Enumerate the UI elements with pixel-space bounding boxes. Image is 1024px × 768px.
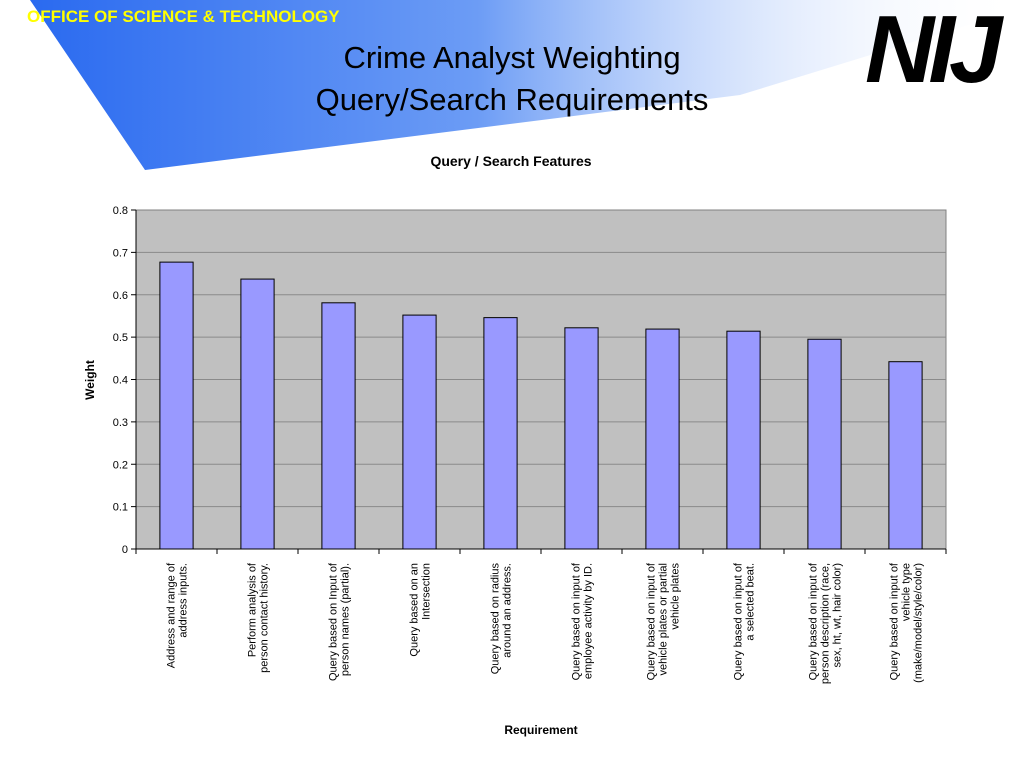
x-category-label-line: person names (partial).: [340, 563, 352, 676]
bar: [321, 302, 356, 550]
x-category-label-line: Query based on input of: [889, 562, 901, 680]
x-category-label-line: around an address.: [502, 563, 514, 658]
y-tick-label: 0.7: [113, 247, 128, 259]
x-category-label-line: Address and range of: [166, 562, 178, 668]
x-category-label-line: Query based on Input of: [328, 562, 340, 681]
x-category-label-line: Query based on radius: [490, 563, 502, 675]
nij-logo: NIJ: [865, 0, 1002, 103]
x-category-label-line: Query based on input of: [808, 562, 820, 680]
bar: [564, 327, 599, 550]
bar: [726, 330, 761, 550]
y-tick-label: 0.6: [113, 290, 128, 302]
x-category-label-line: Intersection: [421, 563, 433, 620]
x-category-label-line: Query based on an: [409, 563, 421, 657]
x-category-label-line: Query based on input of: [571, 562, 583, 680]
x-category-label: Query based on input of vehicle type (make…: [889, 562, 925, 683]
y-tick-label: 0.4: [113, 375, 128, 387]
bar: [240, 278, 275, 550]
x-category-label: Query based on input of a selected beat.: [733, 562, 757, 680]
x-category-label: Query based on radius around an address.: [490, 563, 514, 675]
y-tick-label: 0.2: [113, 459, 128, 471]
x-category-label: Query based on an Intersection: [409, 563, 433, 657]
x-category-label-line: vehicle type: [901, 563, 913, 621]
bar: [483, 317, 518, 550]
slide-title-line-1: Crime Analyst Weighting: [343, 40, 681, 75]
header-banner: [30, 0, 1024, 170]
x-category-label: Query based on input of person descriptio…: [808, 562, 844, 684]
x-axis-title: Requirement: [504, 723, 577, 737]
x-category-label-line: Perform analysis of: [247, 562, 259, 657]
x-category-label-line: person description (race,: [820, 563, 832, 684]
x-category-label-line: address inputs.: [178, 563, 190, 638]
x-category-label: Perform analysis of person contact histor…: [247, 562, 271, 673]
y-tick-label: 0.5: [113, 332, 128, 344]
x-category-label-line: (make/model/style/color): [913, 563, 925, 683]
x-category-label-line: Query based on input of: [646, 562, 658, 680]
y-tick-label: 0.8: [113, 205, 128, 217]
y-tick-label: 0.3: [113, 417, 128, 429]
x-category-label: Query based on input of employee activity…: [571, 562, 595, 680]
y-axis-title: Weight: [83, 360, 97, 400]
x-category-label: Query based on Input of person names (par…: [328, 562, 352, 681]
bar: [888, 361, 923, 550]
slide-title-line-2: Query/Search Requirements: [315, 82, 709, 117]
org-name: OFFICE OF SCIENCE & TECHNOLOGY: [27, 7, 340, 26]
y-tick-label: 0: [122, 544, 128, 556]
bar: [159, 261, 194, 550]
x-category-label: Address and range of address inputs.: [166, 562, 190, 668]
x-category-label-line: sex, ht, wt, hair color): [832, 563, 844, 668]
x-category-label-line: a selected beat.: [745, 563, 757, 641]
y-tick-label: 0.1: [113, 502, 128, 514]
x-category-label-line: Query based on input of: [733, 562, 745, 680]
bar: [402, 314, 437, 550]
x-category-label-line: vehicle plates or partial: [658, 563, 670, 676]
bar: [645, 328, 680, 550]
x-category-label-line: employee activity by ID.: [583, 563, 595, 679]
chart-title: Query / Search Features: [430, 153, 591, 169]
x-category-label-line: vehicle plates: [670, 563, 682, 630]
x-category-label: Query based on input of vehicle plates or…: [646, 562, 682, 680]
x-category-label-line: person contact history.: [259, 563, 271, 673]
bar: [807, 338, 842, 550]
